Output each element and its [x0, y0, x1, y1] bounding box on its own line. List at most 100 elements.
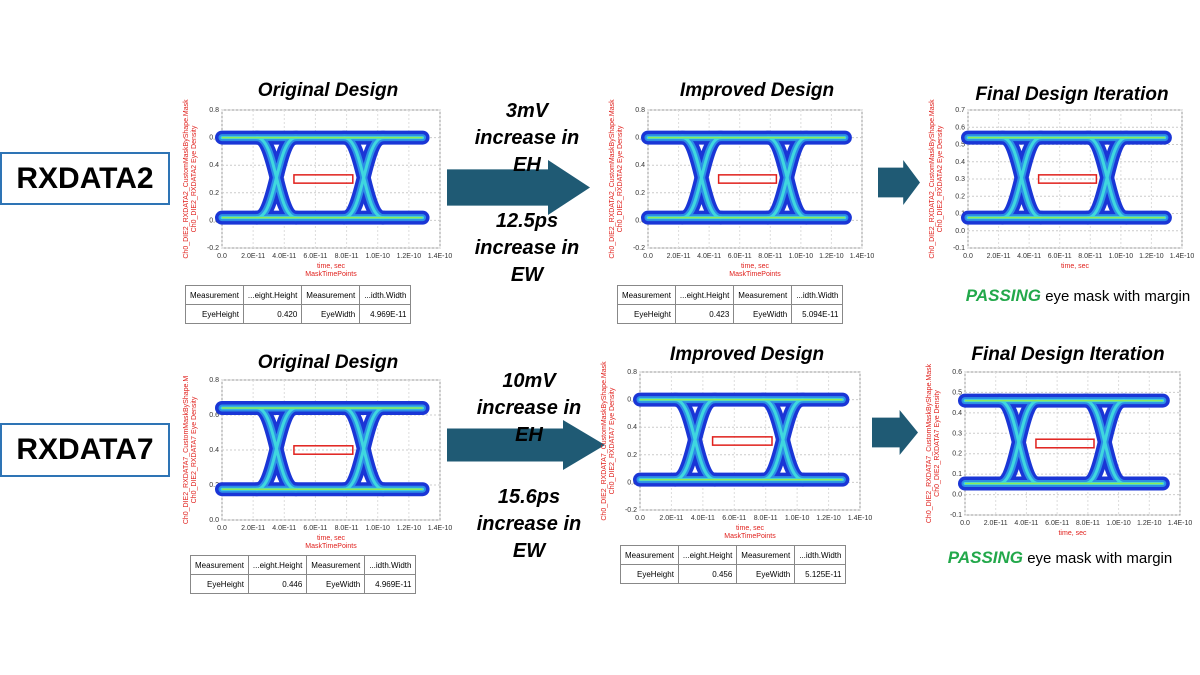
table-row: Measurement ...eight.Height Measurement...… — [620, 545, 847, 565]
x-tick-label: 1.4E-10 — [428, 253, 453, 260]
x-tick-label: 6.0E-11 — [728, 253, 752, 260]
x-tick-label: 8.0E-11 — [1076, 520, 1100, 527]
measurement-table: Measurement ...eight.Height Measurement...… — [620, 545, 847, 584]
eye-mask — [1037, 174, 1098, 184]
change-note: 3mV increase in EH — [462, 98, 592, 179]
eye-trace — [766, 136, 808, 220]
x-tick-label: 2.0E-11 — [984, 520, 1008, 527]
eye-diagram — [641, 130, 852, 225]
table-cell: Measurement — [306, 555, 366, 575]
y-tick-label: -0.2 — [207, 245, 219, 252]
table-row: EyeHeight 0.446 EyeWidth 4.969E-11 — [190, 574, 417, 594]
x-tick-label: 1.0E-10 — [1109, 253, 1134, 260]
y-tick-label: 0.0 — [209, 217, 219, 224]
x-axis-label: time, sec — [317, 535, 346, 542]
table-cell: EyeHeight — [190, 574, 249, 594]
x-tick-label: 2.0E-11 — [241, 253, 265, 260]
table-cell: EyeWidth — [301, 304, 361, 324]
table-row: EyeHeight 0.456 EyeWidth 5.125E-11 — [620, 564, 847, 584]
x-tick-label: 1.4E-10 — [848, 515, 873, 522]
panel-title: Final Design Iteration — [971, 344, 1165, 365]
table-cell: 5.094E-11 — [791, 304, 844, 324]
plot-frame — [964, 371, 1181, 516]
x-tick-label: 1.4E-10 — [1170, 253, 1195, 260]
change-note: 12.5ps increase in EW — [462, 208, 592, 289]
small-arrow — [878, 160, 920, 205]
y-tick-label: 0.0 — [952, 492, 962, 499]
y-tick-label: 0.1 — [952, 471, 962, 478]
y-tick-label: 0.2 — [955, 193, 965, 200]
x-tick-label: 6.0E-11 — [1048, 253, 1072, 260]
eye-trace — [761, 398, 805, 482]
table-cell: Measurement — [190, 555, 249, 575]
pass-note: PASSING eye mask with margin — [948, 548, 1173, 568]
eye-trace — [255, 406, 298, 491]
x-tick-label: 1.2E-10 — [397, 253, 422, 260]
y-tick-label: 0.1 — [955, 211, 965, 218]
table-cell: EyeHeight — [620, 564, 679, 584]
eye-diagram — [958, 393, 1170, 491]
y-tick-label: 0.2 — [209, 482, 219, 489]
change-line: increase in — [476, 397, 582, 419]
small-arrow — [872, 410, 918, 455]
x-axis-label: MaskTimePoints — [305, 271, 357, 278]
x-tick-label: 0.0 — [960, 520, 970, 527]
change-line: EW — [510, 264, 544, 286]
pass-emphasis: PASSING — [947, 548, 1024, 567]
x-axis-label: time, sec — [1061, 263, 1090, 270]
panel-title: Improved Design — [669, 344, 825, 365]
y-tick-label: 0.6 — [209, 412, 219, 419]
table-row: Measurement ...eight.Height Measurement...… — [617, 285, 844, 305]
eye-mask — [711, 436, 773, 446]
table-row: Measurement ...eight.Height Measurement...… — [185, 285, 412, 305]
table-cell: Measurement — [301, 285, 361, 305]
eye-trace — [673, 398, 717, 482]
x-tick-label: 1.0E-10 — [789, 253, 814, 260]
eye-diagram — [961, 130, 1172, 225]
panel-title: Final Design Iteration — [975, 84, 1169, 105]
y-axis-label: Ch0_DIE2_RXDATA2_CustomMaskByShape.Mask — [929, 99, 936, 259]
y-axis-label: Ch0_DIE2_RXDATA7 Eye Density — [934, 390, 941, 497]
panel-title: Original Design — [257, 80, 399, 101]
row-label: RXDATA7 — [0, 423, 170, 477]
eye-mask — [293, 174, 354, 184]
y-axis-label: Ch0_DIE2_RXDATA2 Eye Density — [617, 125, 624, 232]
y-tick-label: 0.4 — [955, 159, 965, 166]
table-cell: EyeWidth — [733, 304, 793, 324]
x-axis-label: time, sec — [1058, 530, 1087, 537]
table-cell: Measurement — [185, 285, 244, 305]
x-tick-label: 0.0 — [643, 253, 653, 260]
y-tick-label: 0.6 — [955, 124, 965, 131]
x-tick-label: 1.4E-10 — [428, 525, 453, 532]
y-tick-label: 0.6 — [635, 135, 645, 142]
x-tick-label: 6.0E-11 — [303, 253, 327, 260]
x-tick-label: 4.0E-11 — [1017, 253, 1041, 260]
x-tick-label: 2.0E-11 — [987, 253, 1011, 260]
table-cell: Measurement — [736, 545, 796, 565]
x-tick-label: 6.0E-11 — [722, 515, 746, 522]
x-tick-label: 6.0E-11 — [303, 525, 327, 532]
pass-emphasis: PASSING — [965, 286, 1042, 305]
change-line: EH — [513, 154, 541, 176]
y-axis-label: Ch0_DIE2_RXDATA2 Eye Density — [191, 125, 198, 232]
x-tick-label: 6.0E-11 — [1045, 520, 1069, 527]
row-label: RXDATA2 — [0, 152, 170, 205]
y-tick-label: 0.8 — [209, 107, 219, 114]
x-tick-label: 1.0E-10 — [785, 515, 810, 522]
y-axis-label: Ch0_DIE2_RXDATA2_CustomMaskByShape.Mask — [183, 99, 190, 259]
eye-mask — [293, 445, 354, 455]
change-line: EW — [512, 540, 546, 562]
y-tick-label: 0.0 — [635, 217, 645, 224]
x-tick-label: 0.0 — [635, 515, 645, 522]
eye-trace — [1083, 399, 1126, 486]
x-tick-label: 1.0E-10 — [365, 253, 390, 260]
x-tick-label: 0.0 — [963, 253, 973, 260]
table-row: EyeHeight 0.423 EyeWidth 5.094E-11 — [617, 304, 844, 324]
table-cell: ...eight.Height — [677, 545, 738, 565]
table-cell: ...eight.Height — [247, 555, 308, 575]
eye-trace — [342, 406, 385, 491]
y-tick-label: 0.7 — [955, 107, 965, 114]
y-axis-label: Ch0_DIE2_RXDATA7_CustomMaskByShape.Mask — [601, 361, 608, 521]
